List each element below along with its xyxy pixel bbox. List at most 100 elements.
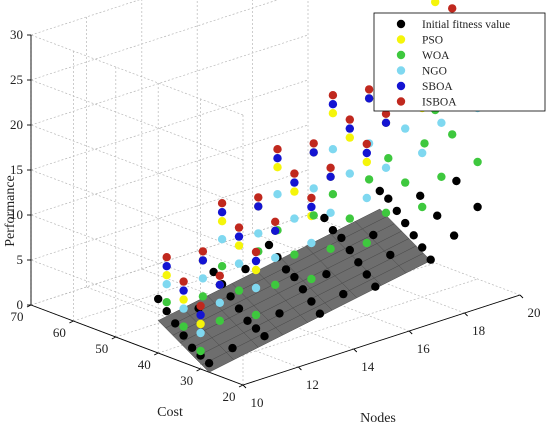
data-point	[345, 214, 354, 223]
y-tick-mark	[111, 336, 117, 340]
data-point	[217, 199, 227, 208]
data-point	[196, 346, 205, 356]
legend-marker	[396, 19, 406, 29]
data-point	[362, 238, 371, 248]
data-point	[328, 91, 338, 100]
data-point	[234, 232, 244, 241]
y-tick-mark	[69, 320, 74, 324]
legend-entry: PSO	[422, 35, 443, 47]
data-point	[234, 286, 244, 295]
data-point	[290, 214, 299, 223]
x-tick-label: 16	[417, 341, 431, 356]
x-tick-label: 14	[361, 359, 375, 374]
data-point	[171, 319, 180, 328]
data-point	[179, 277, 188, 286]
data-point	[452, 176, 461, 186]
data-point	[328, 100, 338, 109]
data-point	[275, 309, 284, 318]
z-tick-label: 0	[17, 297, 24, 312]
y-tick-label: 40	[138, 357, 151, 372]
data-point	[437, 172, 446, 181]
data-point	[326, 163, 335, 172]
data-point	[345, 169, 354, 178]
data-point	[448, 4, 457, 13]
data-point	[198, 274, 208, 283]
data-point	[354, 258, 363, 267]
data-point	[437, 118, 446, 128]
data-point	[345, 133, 354, 142]
legend-marker	[396, 81, 406, 91]
data-point	[198, 256, 208, 265]
data-point	[298, 285, 308, 294]
data-point	[162, 271, 171, 280]
data-point	[154, 294, 163, 304]
grid-line-back-z	[30, 0, 279, 81]
data-point	[217, 217, 227, 226]
data-point	[204, 359, 214, 368]
data-point	[179, 286, 188, 295]
z-axis-label: Performance	[3, 175, 18, 247]
data-point	[328, 109, 338, 118]
legend-entry: NGO	[422, 66, 447, 78]
z-tick-label: 5	[17, 252, 24, 267]
legend-entry: ISBOA	[422, 97, 457, 109]
grid-line-left-z	[30, 169, 244, 251]
z-tick-label: 30	[10, 27, 23, 42]
data-point	[196, 301, 205, 311]
data-point	[251, 283, 261, 293]
data-point	[326, 208, 335, 217]
data-points	[154, 0, 482, 368]
z-tick-label: 15	[10, 162, 23, 177]
data-point	[271, 226, 280, 235]
data-point	[364, 94, 374, 103]
tick-labels: 10 12 14 16 18 20 20 30 40 50 60 700 5 10 15 20 25 30	[10, 27, 541, 410]
data-point	[381, 163, 391, 172]
x-tick-label: 10	[251, 395, 264, 410]
data-point	[401, 178, 410, 187]
data-point	[307, 297, 316, 306]
data-point	[328, 190, 338, 199]
data-point	[473, 202, 482, 212]
legend-box	[373, 12, 546, 112]
data-point	[196, 328, 205, 338]
data-point	[273, 163, 282, 172]
data-point	[196, 310, 205, 320]
data-point	[251, 256, 261, 266]
data-point	[386, 250, 395, 260]
z-tick-label: 25	[10, 72, 23, 87]
x-tick-mark	[519, 294, 524, 299]
y-tick-label: 60	[53, 325, 66, 340]
x-tick-label: 18	[472, 323, 485, 338]
data-point	[228, 343, 237, 353]
grid-line-back-z	[30, 169, 309, 261]
data-point	[226, 292, 235, 301]
data-point	[273, 154, 282, 163]
data-point	[179, 331, 188, 340]
data-point	[473, 157, 482, 167]
data-point	[433, 211, 442, 220]
data-point	[290, 178, 299, 187]
data-point	[290, 169, 299, 178]
data-point	[401, 218, 410, 228]
data-point	[290, 187, 299, 196]
y-tick-label: 30	[180, 373, 193, 388]
legend: Initial fitness value PSO WOA NGO SBOA ISBOA	[373, 12, 546, 112]
data-point	[307, 238, 316, 248]
data-point	[392, 206, 401, 216]
data-point	[179, 304, 188, 313]
data-point	[309, 148, 318, 157]
data-point	[179, 295, 188, 304]
legend-marker	[396, 50, 406, 60]
data-point	[345, 115, 354, 124]
data-point	[339, 289, 348, 299]
y-axis-label: Cost	[157, 405, 183, 420]
data-point	[215, 271, 224, 280]
data-point	[209, 267, 218, 277]
grid-line-left-z	[30, 214, 244, 296]
grid-line-floor-y	[200, 278, 478, 370]
data-point	[290, 272, 299, 282]
grid-line-left-z	[30, 79, 244, 161]
data-point	[254, 229, 263, 238]
data-point	[418, 243, 427, 252]
